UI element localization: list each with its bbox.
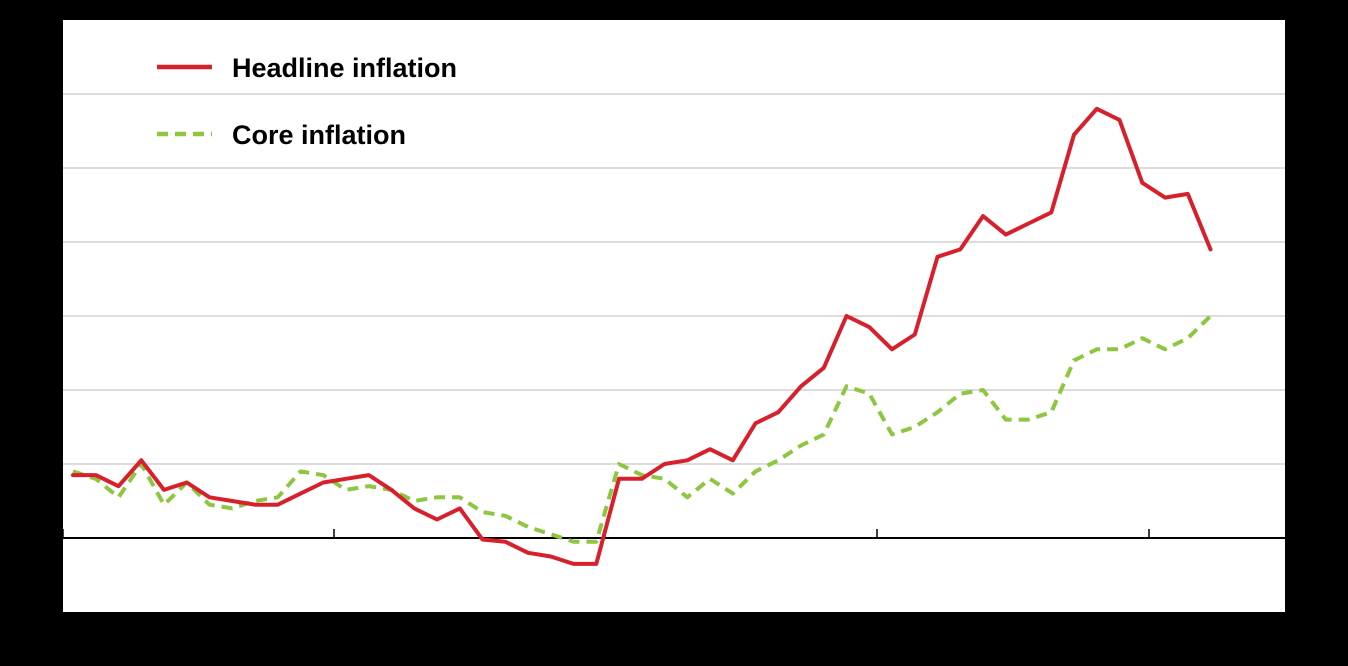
legend-item-headline: Headline inflation <box>157 53 457 83</box>
series-line-core <box>72 314 1212 544</box>
legend-label-headline: Headline inflation <box>232 53 457 83</box>
legend: Headline inflation Core inflation <box>157 53 457 150</box>
legend-label-core: Core inflation <box>232 120 406 150</box>
x-axis <box>62 529 1285 539</box>
series-line-headline <box>71 106 1213 566</box>
legend-item-core: Core inflation <box>157 120 406 150</box>
series-lines <box>71 106 1213 566</box>
